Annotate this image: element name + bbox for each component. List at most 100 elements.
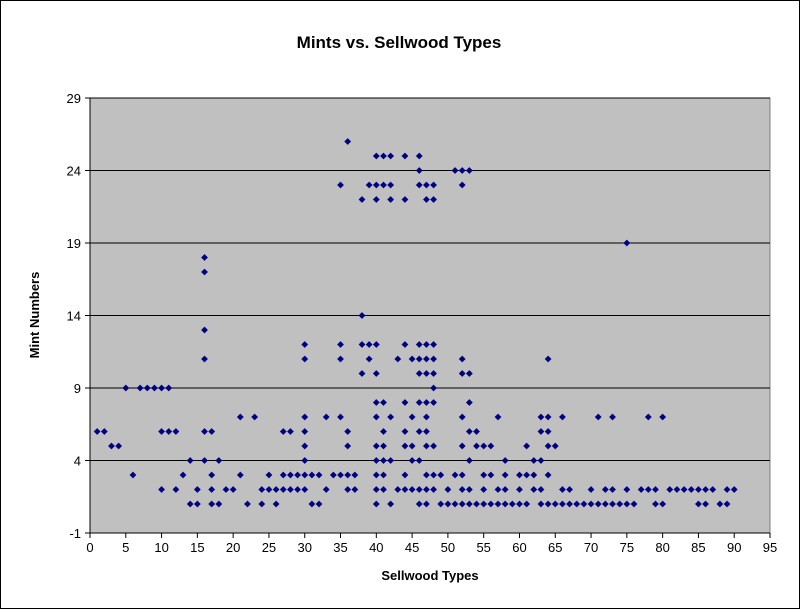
data-point: [165, 428, 173, 435]
data-point: [501, 500, 509, 508]
data-point: [551, 442, 559, 450]
data-point: [158, 384, 165, 392]
data-point: [544, 471, 552, 479]
data-point: [301, 413, 309, 421]
data-point: [523, 471, 531, 479]
data-point: [551, 500, 559, 508]
data-point: [315, 500, 323, 508]
data-point: [458, 181, 466, 189]
data-point: [523, 442, 531, 450]
data-point: [566, 500, 573, 508]
data-point: [723, 500, 731, 508]
data-point: [394, 486, 402, 493]
data-point: [294, 486, 301, 493]
data-point: [415, 167, 423, 174]
data-point: [122, 384, 130, 392]
data-point: [458, 370, 466, 377]
data-point: [201, 457, 208, 464]
data-point: [458, 486, 466, 493]
data-point: [129, 471, 137, 479]
data-point: [702, 500, 709, 508]
data-point: [695, 486, 702, 493]
x-tick-label: 35: [333, 540, 347, 555]
data-point: [272, 486, 280, 493]
data-point: [415, 181, 423, 189]
x-tick-label: 80: [655, 540, 669, 555]
data-point: [695, 500, 702, 508]
data-point: [401, 471, 409, 479]
data-point: [430, 181, 437, 189]
data-point: [401, 196, 409, 203]
data-point: [308, 500, 316, 508]
data-point: [136, 384, 144, 392]
data-point: [301, 355, 309, 363]
data-point: [308, 471, 316, 479]
data-point: [265, 471, 273, 479]
y-tick-label: 4: [74, 454, 81, 469]
y-tick-label: 29: [67, 91, 81, 106]
data-point: [387, 152, 395, 160]
data-point: [93, 428, 101, 435]
data-point: [372, 471, 380, 479]
data-point: [372, 196, 380, 203]
data-point: [301, 471, 309, 479]
data-point: [530, 457, 538, 464]
data-point: [566, 486, 573, 493]
data-point: [423, 413, 430, 421]
data-point: [387, 181, 395, 189]
x-tick-label: 25: [262, 540, 276, 555]
data-point: [258, 500, 266, 508]
data-point: [544, 355, 552, 363]
data-point: [458, 167, 466, 174]
x-tick-label: 20: [226, 540, 240, 555]
y-tick-label: 24: [67, 164, 81, 179]
data-point: [380, 181, 387, 189]
data-point: [258, 486, 266, 493]
x-tick-label: 10: [154, 540, 168, 555]
data-point: [201, 268, 208, 276]
y-tick-label: 14: [67, 309, 81, 324]
data-point: [401, 428, 409, 435]
data-point: [401, 442, 409, 450]
data-point: [587, 500, 595, 508]
data-point: [516, 486, 523, 493]
data-point: [372, 399, 380, 406]
data-point: [458, 355, 466, 363]
data-point: [172, 486, 180, 493]
data-point: [716, 500, 724, 508]
x-tick-label: 0: [86, 540, 93, 555]
x-tick-label: 15: [190, 540, 204, 555]
data-point: [451, 471, 459, 479]
data-point: [415, 370, 423, 377]
chart-title: Mints vs. Sellwood Types: [297, 33, 502, 52]
data-point: [322, 413, 330, 421]
x-tick-label: 90: [727, 540, 741, 555]
data-point: [337, 471, 344, 479]
x-tick-label: 45: [405, 540, 419, 555]
data-point: [430, 370, 437, 377]
y-tick-label: -1: [69, 526, 81, 541]
data-point: [423, 486, 430, 493]
data-point: [380, 486, 387, 493]
data-point: [494, 413, 502, 421]
data-point: [222, 486, 230, 493]
data-point: [465, 457, 473, 464]
data-point: [573, 500, 581, 508]
data-point: [594, 413, 602, 421]
data-point: [179, 471, 187, 479]
data-point: [473, 500, 480, 508]
y-tick-label: 9: [74, 381, 81, 396]
data-point: [265, 486, 273, 493]
x-tick-label: 50: [441, 540, 455, 555]
data-point: [465, 428, 473, 435]
data-point: [186, 457, 194, 464]
data-point: [365, 355, 373, 363]
data-point: [315, 471, 323, 479]
data-point: [652, 486, 659, 493]
data-point: [530, 486, 538, 493]
data-point: [616, 500, 624, 508]
data-point: [279, 486, 287, 493]
data-point: [465, 399, 473, 406]
